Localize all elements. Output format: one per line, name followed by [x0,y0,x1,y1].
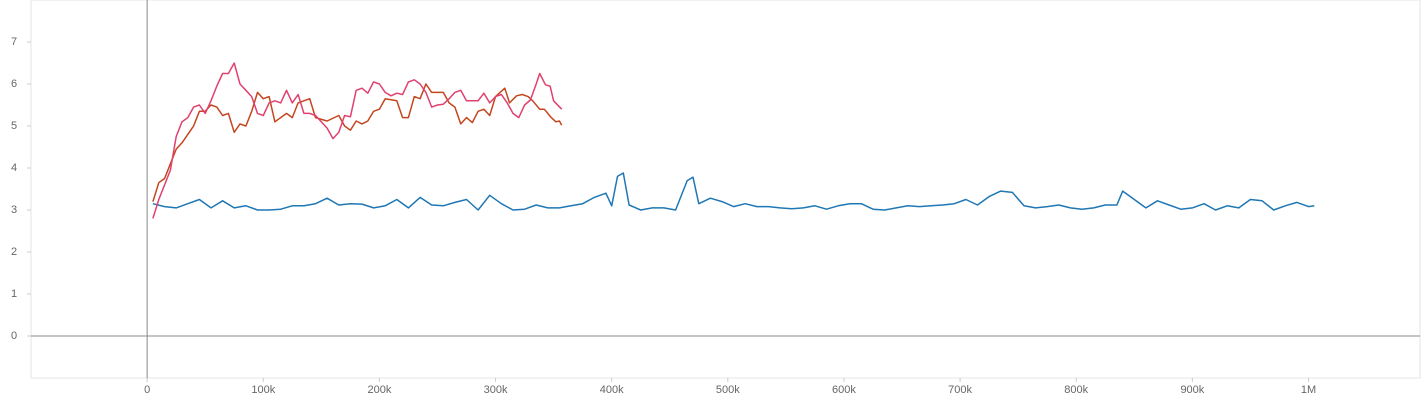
y-tick-label: 6 [11,78,17,90]
x-tick-label: 500k [716,384,740,396]
x-tick-label: 0 [144,384,150,396]
x-tick-label: 800k [1064,384,1088,396]
y-tick-label: 1 [11,288,17,300]
y-tick-label: 3 [11,204,17,216]
series-line [152,62,563,219]
y-tick-label: 5 [11,120,17,132]
y-tick-label: 7 [11,36,17,48]
x-tick-label: 600k [832,384,856,396]
plot-frame [30,0,1421,379]
x-tick-label: 700k [948,384,972,396]
series-line [152,83,563,202]
series-line [152,172,1315,211]
x-tick-label: 400k [600,384,624,396]
y-tick-label: 0 [11,330,17,342]
x-tick-label: 900k [1180,384,1204,396]
x-tick-label: 100k [251,384,275,396]
x-tick-label: 300k [484,384,508,396]
x-tick-label: 200k [367,384,391,396]
y-tick-label: 2 [11,246,17,258]
y-tick-label: 4 [11,162,17,174]
x-tick-label: 1M [1301,384,1316,396]
